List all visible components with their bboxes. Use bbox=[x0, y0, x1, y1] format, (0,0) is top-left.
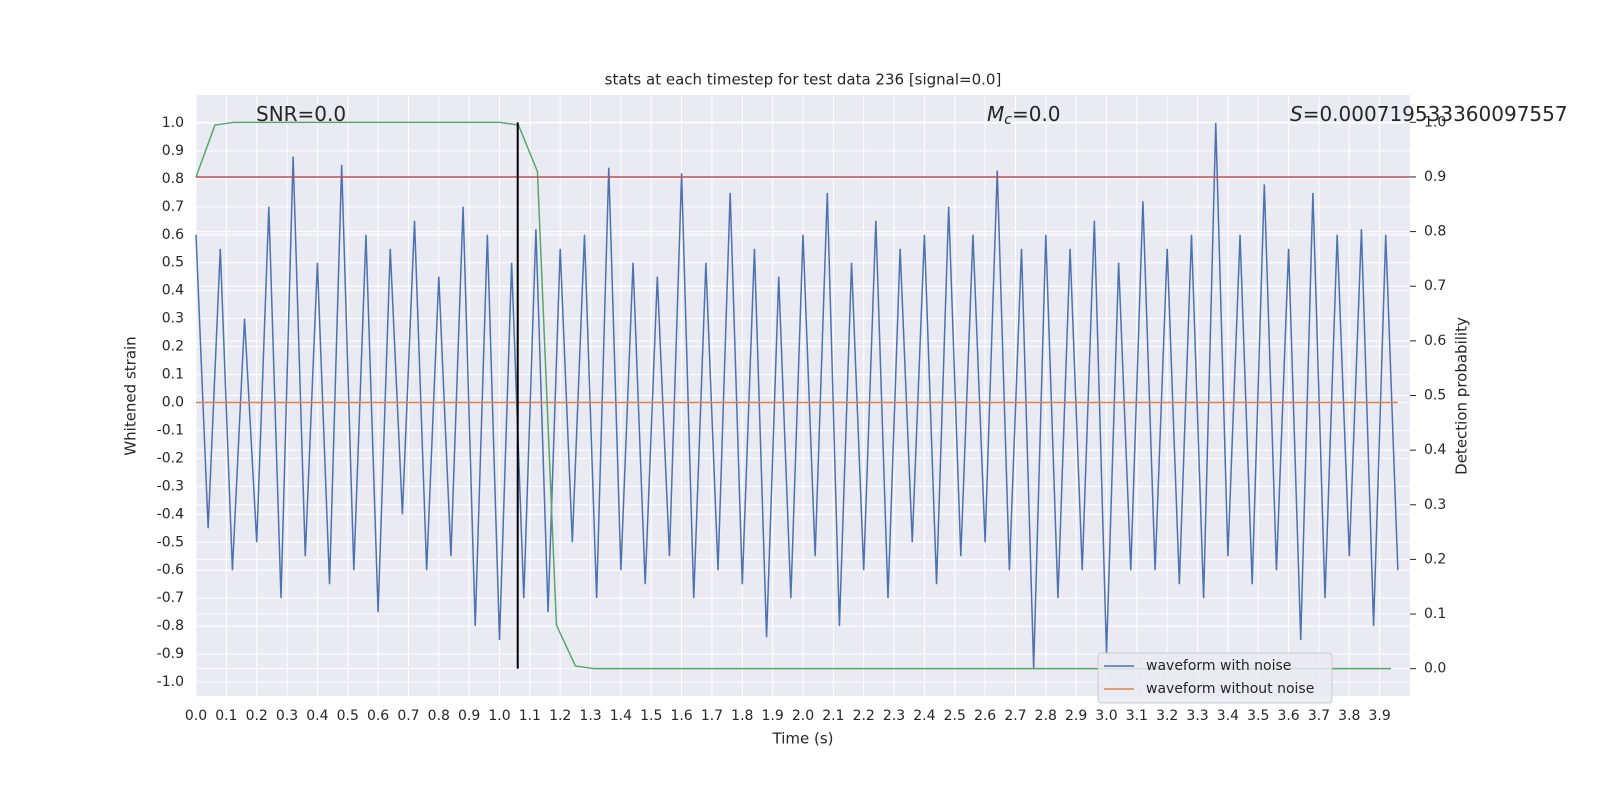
y2-tick-label: 0.9 bbox=[1424, 169, 1446, 185]
x-tick-label: 3.0 bbox=[1095, 708, 1117, 724]
y-tick-label: 0.5 bbox=[162, 255, 184, 271]
x-tick-label: 1.0 bbox=[488, 708, 510, 724]
annotation-subscript: c bbox=[1004, 112, 1012, 128]
x-tick-label: 1.1 bbox=[519, 708, 541, 724]
y2-tick-label: 0.1 bbox=[1424, 606, 1446, 622]
annotation-symbol: M bbox=[987, 102, 1004, 126]
x-tick-label: 2.3 bbox=[883, 708, 905, 724]
x-tick-label: 0.7 bbox=[397, 708, 419, 724]
x-tick-label: 0.2 bbox=[246, 708, 268, 724]
x-tick-label: 2.0 bbox=[792, 708, 814, 724]
x-tick-label: 3.3 bbox=[1186, 708, 1208, 724]
y-tick-label: -0.7 bbox=[157, 590, 184, 606]
y2-tick-label: 0.2 bbox=[1424, 551, 1446, 567]
chart-title: stats at each timestep for test data 236… bbox=[605, 71, 1002, 89]
x-tick-label: 3.4 bbox=[1217, 708, 1239, 724]
annotation-text: =0.0 bbox=[1012, 102, 1061, 126]
legend-box bbox=[1097, 652, 1333, 704]
x-tick-label: 0.9 bbox=[458, 708, 480, 724]
x-tick-label: 2.1 bbox=[822, 708, 844, 724]
y-tick-label: -0.2 bbox=[157, 450, 184, 466]
x-tick-label: 0.3 bbox=[276, 708, 298, 724]
x-tick-label: 2.4 bbox=[913, 708, 935, 724]
x-tick-label: 2.2 bbox=[853, 708, 875, 724]
x-tick-label: 1.2 bbox=[549, 708, 571, 724]
y-tick-label: 0.4 bbox=[162, 283, 184, 299]
y2-tick-label: 0.6 bbox=[1424, 333, 1446, 349]
annotation: SNR=0.0 bbox=[256, 102, 346, 126]
annotation-symbol: S bbox=[1290, 102, 1303, 126]
y-tick-label: -0.3 bbox=[157, 478, 184, 494]
y2-tick-label: 0.7 bbox=[1424, 278, 1446, 294]
y-tick-label: -0.5 bbox=[157, 534, 184, 550]
y-tick-label: -0.9 bbox=[157, 646, 184, 662]
annotation-text: SNR=0.0 bbox=[256, 102, 346, 126]
x-tick-label: 1.9 bbox=[762, 708, 784, 724]
x-tick-label: 0.8 bbox=[428, 708, 450, 724]
x-axis-label: Time (s) bbox=[772, 730, 834, 748]
y-tick-label: 1.0 bbox=[162, 115, 184, 131]
x-tick-label: 3.5 bbox=[1247, 708, 1269, 724]
x-tick-label: 2.5 bbox=[944, 708, 966, 724]
y-tick-label: 0.9 bbox=[162, 143, 184, 159]
x-tick-label: 3.2 bbox=[1156, 708, 1178, 724]
y-tick-label: -0.6 bbox=[157, 562, 184, 578]
y2-tick-label: 0.5 bbox=[1424, 388, 1446, 404]
x-tick-label: 3.1 bbox=[1126, 708, 1148, 724]
y-tick-label: 0.6 bbox=[162, 227, 184, 243]
y-tick-label: -0.4 bbox=[157, 506, 184, 522]
x-tick-label: 3.7 bbox=[1308, 708, 1330, 724]
x-tick-label: 1.7 bbox=[701, 708, 723, 724]
y-tick-label: -0.8 bbox=[157, 618, 184, 634]
x-tick-label: 0.6 bbox=[367, 708, 389, 724]
y2-axis-label: Detection probability bbox=[1453, 317, 1471, 475]
y-tick-label: -0.1 bbox=[157, 422, 184, 438]
y2-tick-label: 0.8 bbox=[1424, 224, 1446, 240]
x-tick-label: 0.1 bbox=[215, 708, 237, 724]
x-tick-label: 0.0 bbox=[185, 708, 207, 724]
x-tick-label: 3.8 bbox=[1338, 708, 1360, 724]
y-tick-label: 0.8 bbox=[162, 171, 184, 187]
legend-label: waveform without noise bbox=[1146, 681, 1314, 697]
y2-tick-label: 0.4 bbox=[1424, 442, 1446, 458]
annotation: S=0.000719533360097557 bbox=[1290, 102, 1568, 126]
y-tick-label: -1.0 bbox=[157, 674, 184, 690]
x-tick-label: 2.7 bbox=[1004, 708, 1026, 724]
y-tick-label: 0.1 bbox=[162, 367, 184, 383]
y-axis-label: Whitened strain bbox=[122, 336, 140, 455]
x-tick-label: 1.6 bbox=[670, 708, 692, 724]
series-line bbox=[195, 122, 1399, 669]
x-tick-label: 2.9 bbox=[1065, 708, 1087, 724]
y2-tick-label: 1.0 bbox=[1424, 114, 1446, 130]
x-tick-label: 2.6 bbox=[974, 708, 996, 724]
x-tick-label: 1.4 bbox=[610, 708, 632, 724]
y-tick-label: 0.7 bbox=[162, 199, 184, 215]
y2-tick-label: 0.0 bbox=[1424, 661, 1446, 677]
legend-label: waveform with noise bbox=[1146, 658, 1291, 674]
x-tick-label: 1.3 bbox=[579, 708, 601, 724]
y-tick-label: 0.0 bbox=[162, 394, 184, 410]
x-tick-label: 1.5 bbox=[640, 708, 662, 724]
x-tick-label: 3.6 bbox=[1277, 708, 1299, 724]
y-tick-label: 0.3 bbox=[162, 311, 184, 327]
x-tick-label: 2.8 bbox=[1035, 708, 1057, 724]
annotation: Mc=0.0 bbox=[987, 102, 1061, 129]
y-tick-label: 0.2 bbox=[162, 339, 184, 355]
x-tick-label: 1.8 bbox=[731, 708, 753, 724]
x-tick-label: 0.5 bbox=[337, 708, 359, 724]
legend: waveform with noise waveform without nois… bbox=[1097, 652, 1333, 704]
x-tick-label: 3.9 bbox=[1369, 708, 1391, 724]
x-tick-label: 0.4 bbox=[306, 708, 328, 724]
annotation-text: =0.000719533360097557 bbox=[1303, 102, 1568, 126]
y2-tick-label: 0.3 bbox=[1424, 497, 1446, 513]
